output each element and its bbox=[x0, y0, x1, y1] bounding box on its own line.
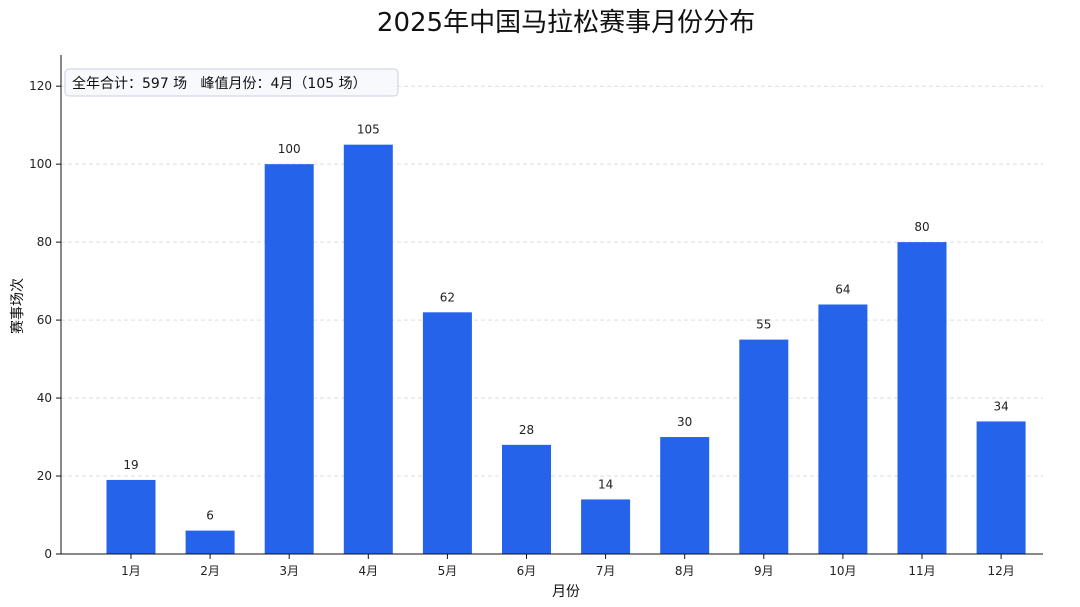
bar-3 bbox=[264, 164, 314, 554]
y-tick-label: 120 bbox=[29, 79, 52, 93]
bar-5 bbox=[422, 312, 472, 554]
summary-annotation: 全年合计：597 场 峰值月份：4月（105 场） bbox=[64, 68, 399, 97]
data-label-4: 105 bbox=[357, 123, 380, 137]
y-tick-label: 60 bbox=[37, 313, 52, 327]
data-label-9: 55 bbox=[756, 318, 771, 332]
y-tick-label: 40 bbox=[37, 391, 52, 405]
grid-lines bbox=[61, 85, 1043, 477]
bars bbox=[106, 144, 1026, 554]
x-axis-title: 月份 bbox=[552, 584, 580, 600]
x-tick-label-7: 7月 bbox=[596, 564, 616, 578]
bar-7 bbox=[581, 499, 631, 554]
summary-annotation-text: 全年合计：597 场 峰值月份：4月（105 场） bbox=[72, 75, 367, 92]
data-label-2: 6 bbox=[206, 509, 214, 523]
x-tick-label-12: 12月 bbox=[987, 564, 1014, 578]
y-tick-label: 100 bbox=[29, 157, 52, 171]
bar-10 bbox=[818, 304, 868, 554]
data-label-5: 62 bbox=[440, 290, 455, 304]
data-label-11: 80 bbox=[914, 220, 929, 234]
y-axis-title: 赛事场次 bbox=[10, 278, 26, 334]
bar-9 bbox=[739, 339, 789, 554]
chart-title: 2025年中国马拉松赛事月份分布 bbox=[377, 8, 755, 38]
data-label-8: 30 bbox=[677, 415, 692, 429]
summary-annotation-box bbox=[64, 68, 399, 97]
data-label-7: 14 bbox=[598, 477, 613, 491]
bar-2 bbox=[185, 530, 235, 554]
data-label-6: 28 bbox=[519, 423, 534, 437]
bar-6 bbox=[502, 444, 551, 554]
x-ticks: 1月 2月 3月 4月 5月 6月 7月 8月 9月 10月 11月 12月 bbox=[121, 554, 1015, 578]
data-label-10: 64 bbox=[835, 283, 850, 297]
x-tick-label-11: 11月 bbox=[908, 564, 935, 578]
x-tick-label-1: 1月 bbox=[121, 564, 141, 578]
x-tick-label-10: 10月 bbox=[829, 564, 856, 578]
data-label-3: 100 bbox=[278, 142, 301, 156]
y-ticks: 0 20 40 60 80 100 120 bbox=[29, 79, 61, 561]
y-tick-label: 0 bbox=[44, 547, 52, 561]
y-tick-label: 80 bbox=[37, 235, 52, 249]
bar-11 bbox=[897, 242, 947, 554]
x-tick-label-8: 8月 bbox=[675, 564, 695, 578]
bar-1 bbox=[106, 479, 156, 554]
data-labels: 19 6 100 105 62 28 14 30 55 64 80 34 bbox=[123, 123, 1008, 523]
bar-8 bbox=[660, 437, 710, 554]
x-tick-label-5: 5月 bbox=[438, 564, 458, 578]
x-tick-label-4: 4月 bbox=[358, 564, 378, 578]
data-label-12: 34 bbox=[993, 399, 1008, 413]
data-label-1: 19 bbox=[123, 458, 138, 472]
y-tick-label: 20 bbox=[37, 469, 52, 483]
bar-4 bbox=[343, 144, 393, 554]
x-tick-label-2: 2月 bbox=[200, 564, 220, 578]
x-tick-label-9: 9月 bbox=[754, 564, 774, 578]
bar-12 bbox=[976, 421, 1026, 554]
x-tick-label-3: 3月 bbox=[279, 564, 299, 578]
x-tick-label-6: 6月 bbox=[517, 564, 537, 578]
